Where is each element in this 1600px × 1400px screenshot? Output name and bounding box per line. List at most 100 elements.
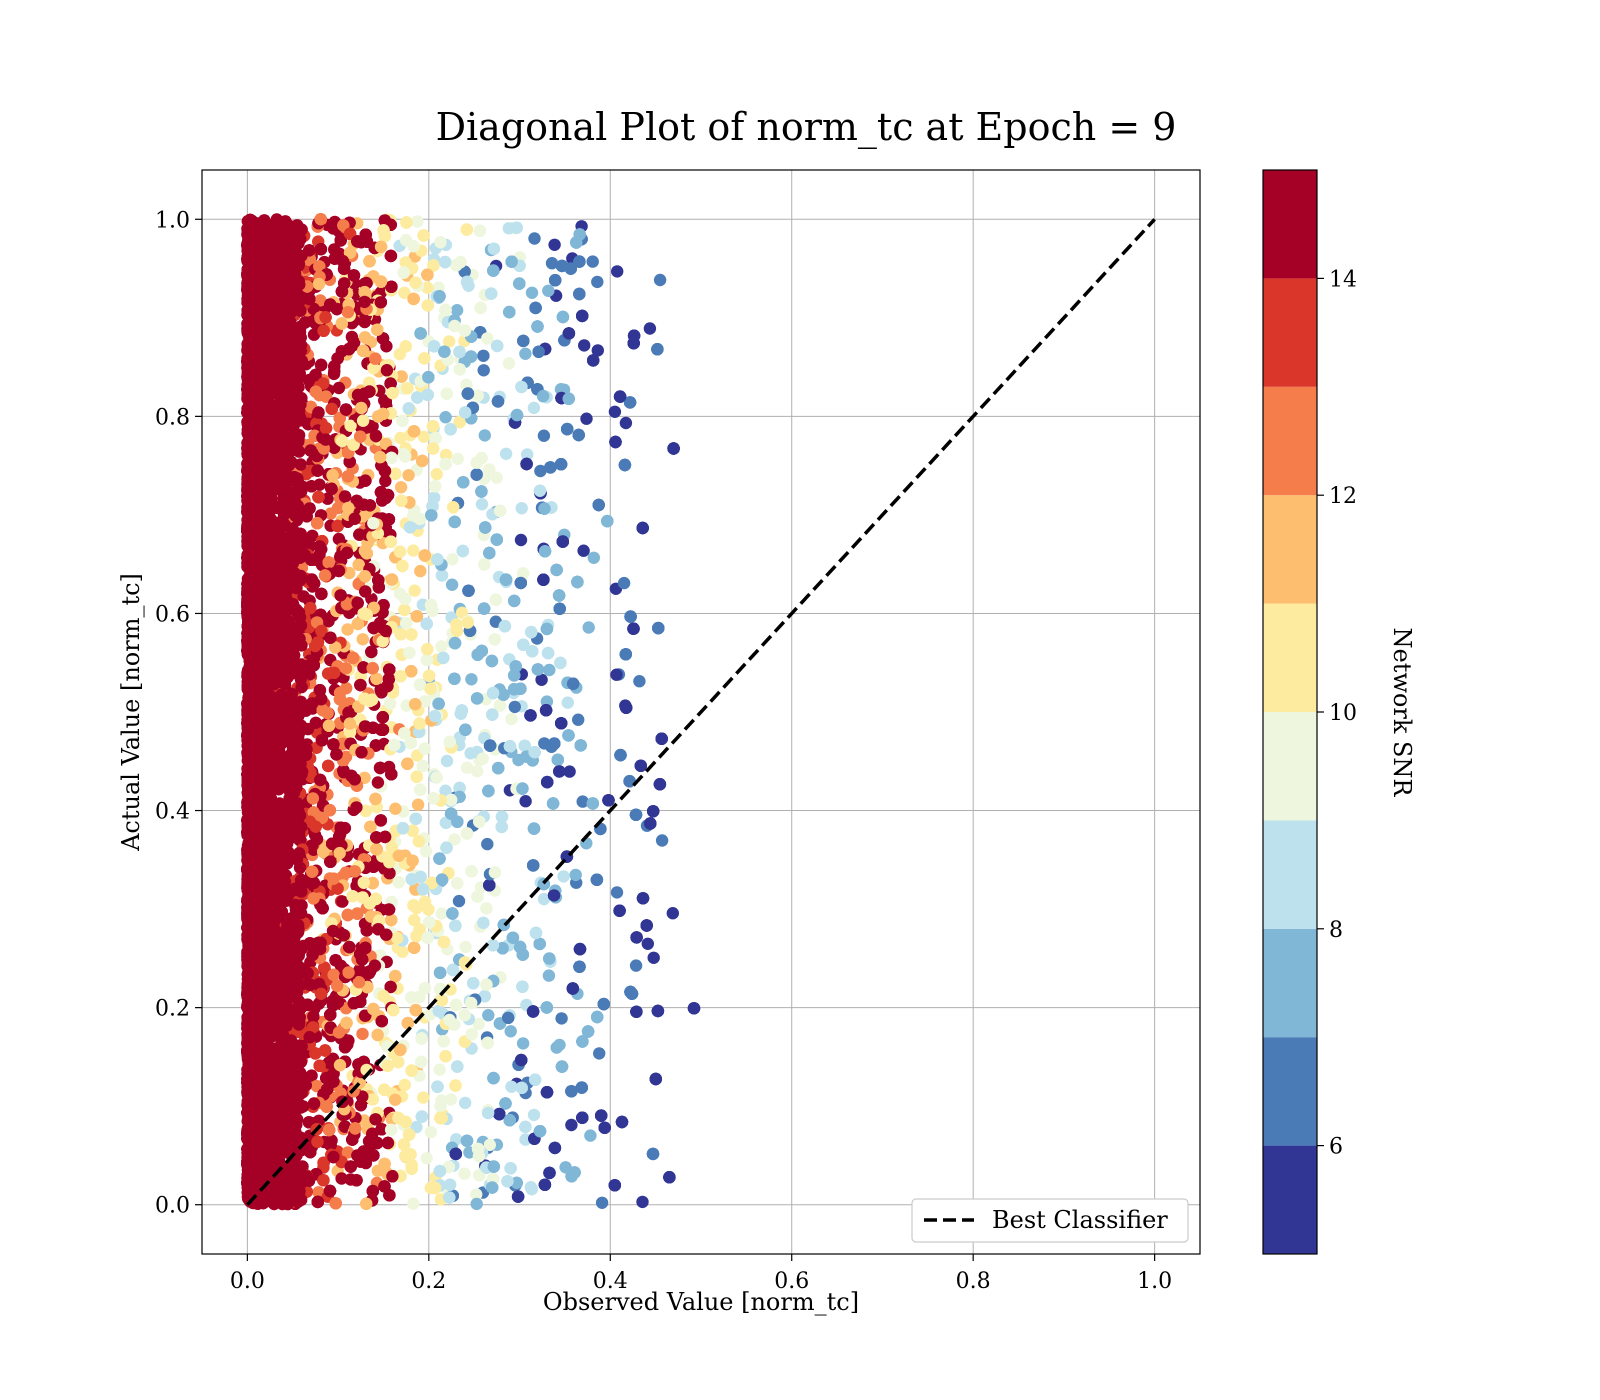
plot-area: 0.0 0.2 0.4 0.6 0.8 1.0 0.00.20.40.60.81.0 <box>155 169 1201 1294</box>
scatter-point <box>593 1047 606 1060</box>
scatter-point <box>445 578 459 591</box>
scatter-point <box>312 1186 325 1199</box>
scatter-point <box>379 474 392 488</box>
scatter-point <box>490 471 503 484</box>
scatter-point <box>455 606 469 619</box>
scatter-point <box>460 761 474 774</box>
chart-title: Diagonal Plot of norm_tc at Epoch = 9 <box>436 105 1177 150</box>
scatter-point <box>417 430 431 443</box>
scatter-point <box>478 429 491 442</box>
scatter-point <box>569 868 582 882</box>
scatter-point <box>587 551 600 564</box>
scatter-point <box>519 347 532 360</box>
scatter-point <box>610 668 623 681</box>
scatter-point <box>458 265 471 278</box>
scatter-point <box>481 837 494 851</box>
scatter-point <box>459 940 472 954</box>
scatter-point <box>307 328 321 341</box>
scatter-point <box>502 357 516 370</box>
scatter-point <box>586 255 599 268</box>
scatter-point <box>309 716 322 729</box>
scatter-point <box>470 1197 483 1211</box>
scatter-point <box>458 1167 471 1180</box>
scatter-point <box>515 502 528 515</box>
scatter-point <box>434 236 447 249</box>
scatter-point <box>582 621 595 634</box>
scatter-point <box>450 304 464 317</box>
scatter-point <box>591 275 604 289</box>
scatter-point <box>314 294 327 307</box>
scatter-point <box>647 951 660 964</box>
scatter-point <box>465 673 478 686</box>
scatter-point <box>483 1138 496 1152</box>
scatter-point <box>389 802 402 815</box>
scatter-point <box>521 448 534 461</box>
scatter-point <box>519 1133 532 1146</box>
scatter-point <box>557 870 570 883</box>
scatter-point <box>555 1012 568 1025</box>
scatter-point <box>499 447 513 460</box>
scatter-point <box>475 498 489 511</box>
scatter-point <box>310 1079 323 1093</box>
scatter-point <box>356 1027 369 1041</box>
scatter-point <box>424 1125 438 1139</box>
scatter-point <box>341 1146 355 1159</box>
scatter-point <box>398 1078 411 1092</box>
scatter-point <box>446 553 459 566</box>
scatter-point <box>433 1063 446 1076</box>
scatter-point <box>420 1152 433 1165</box>
scatter-point <box>389 1093 402 1107</box>
scatter-point <box>394 481 408 494</box>
scatter-point <box>422 903 435 916</box>
scatter-point <box>439 411 452 424</box>
scatter-point <box>482 1009 495 1022</box>
scatter-point <box>584 1129 597 1142</box>
scatter-point <box>580 412 593 425</box>
scatter-point <box>537 892 551 906</box>
scatter-point <box>336 895 349 908</box>
scatter-point <box>356 633 369 646</box>
scatter-point <box>576 795 589 808</box>
scatter-point <box>358 771 371 784</box>
scatter-point <box>542 969 556 982</box>
scatter-point <box>505 712 518 726</box>
scatter-point <box>572 713 585 726</box>
scatter-point <box>396 945 409 958</box>
scatter-point <box>559 1161 572 1174</box>
scatter-point <box>435 640 448 653</box>
scatter-point <box>514 533 528 547</box>
scatter-point <box>617 576 631 590</box>
scatter-point <box>633 675 646 688</box>
scatter-point <box>542 284 555 297</box>
scatter-point <box>451 452 464 465</box>
scatter-point <box>419 845 433 858</box>
scatter-point <box>653 273 667 287</box>
scatter-point <box>629 959 643 972</box>
scatter-point <box>561 696 574 709</box>
scatter-point <box>591 344 604 357</box>
scatter-point <box>565 1118 578 1132</box>
scatter-point <box>477 364 490 377</box>
scatter-point <box>534 464 547 478</box>
grid <box>202 170 1200 1254</box>
scatter-point <box>519 795 532 808</box>
scatter-point <box>421 281 434 294</box>
scatter-point <box>332 381 346 395</box>
scatter-point <box>439 784 452 797</box>
scatter-point <box>470 1188 483 1201</box>
scatter-point <box>471 765 484 778</box>
scatter-point <box>384 697 397 710</box>
scatter-point <box>448 833 461 846</box>
scatter-point <box>443 335 456 348</box>
scatter-point <box>402 469 415 482</box>
scatter-point <box>666 907 679 920</box>
scatter-point <box>527 401 541 415</box>
scatter-point <box>434 1100 447 1113</box>
scatter-point <box>577 544 590 557</box>
scatter-point <box>327 222 340 235</box>
scatter-point <box>516 1037 530 1050</box>
scatter-point <box>394 431 407 445</box>
scatter-point <box>440 754 454 768</box>
scatter-point <box>527 1108 541 1122</box>
scatter-point <box>636 1195 649 1209</box>
